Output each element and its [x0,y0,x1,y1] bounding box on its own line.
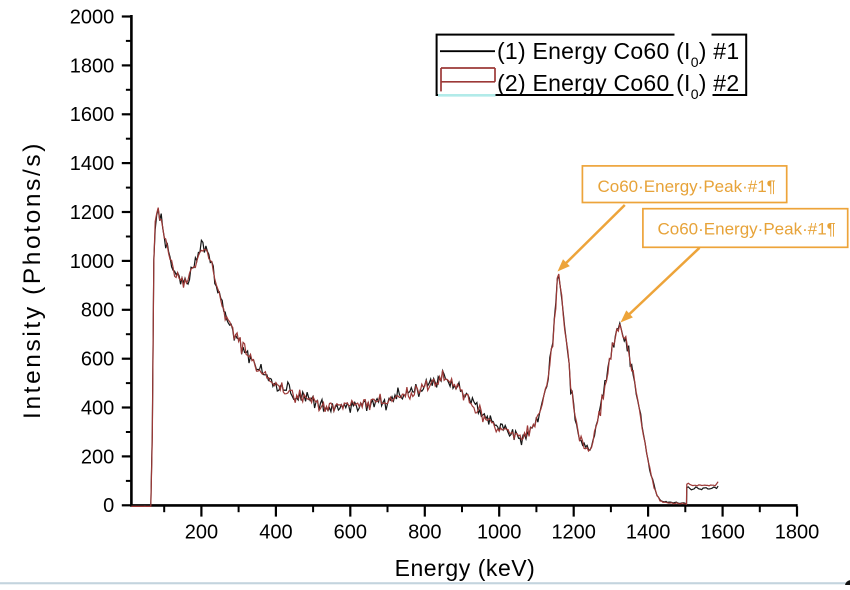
svg-text:1600: 1600 [70,104,115,126]
svg-text:Co60·Energy·Peak·#1¶: Co60·Energy·Peak·#1¶ [598,177,776,196]
svg-text:400: 400 [81,397,114,419]
svg-text:1800: 1800 [775,522,820,544]
svg-text:600: 600 [334,522,367,544]
svg-text:400: 400 [259,522,292,544]
svg-text:Co60·Energy·Peak·#1¶: Co60·Energy·Peak·#1¶ [658,220,836,239]
svg-text:2000: 2000 [70,6,115,28]
svg-text:600: 600 [81,349,114,371]
svg-text:Energy (keV): Energy (keV) [395,555,536,581]
svg-text:1200: 1200 [70,202,115,224]
svg-text:800: 800 [81,300,114,322]
svg-text:800: 800 [408,522,441,544]
svg-text:200: 200 [185,522,218,544]
svg-text:200: 200 [81,446,114,468]
svg-text:1000: 1000 [70,251,115,273]
svg-text:1600: 1600 [700,522,745,544]
svg-text:Intensity (Photons/s): Intensity (Photons/s) [19,141,46,419]
svg-text:1400: 1400 [70,153,115,175]
svg-text:1400: 1400 [626,522,671,544]
svg-text:1800: 1800 [70,55,115,77]
svg-text:1200: 1200 [551,522,596,544]
svg-text:0: 0 [103,495,114,517]
svg-text:1000: 1000 [477,522,522,544]
